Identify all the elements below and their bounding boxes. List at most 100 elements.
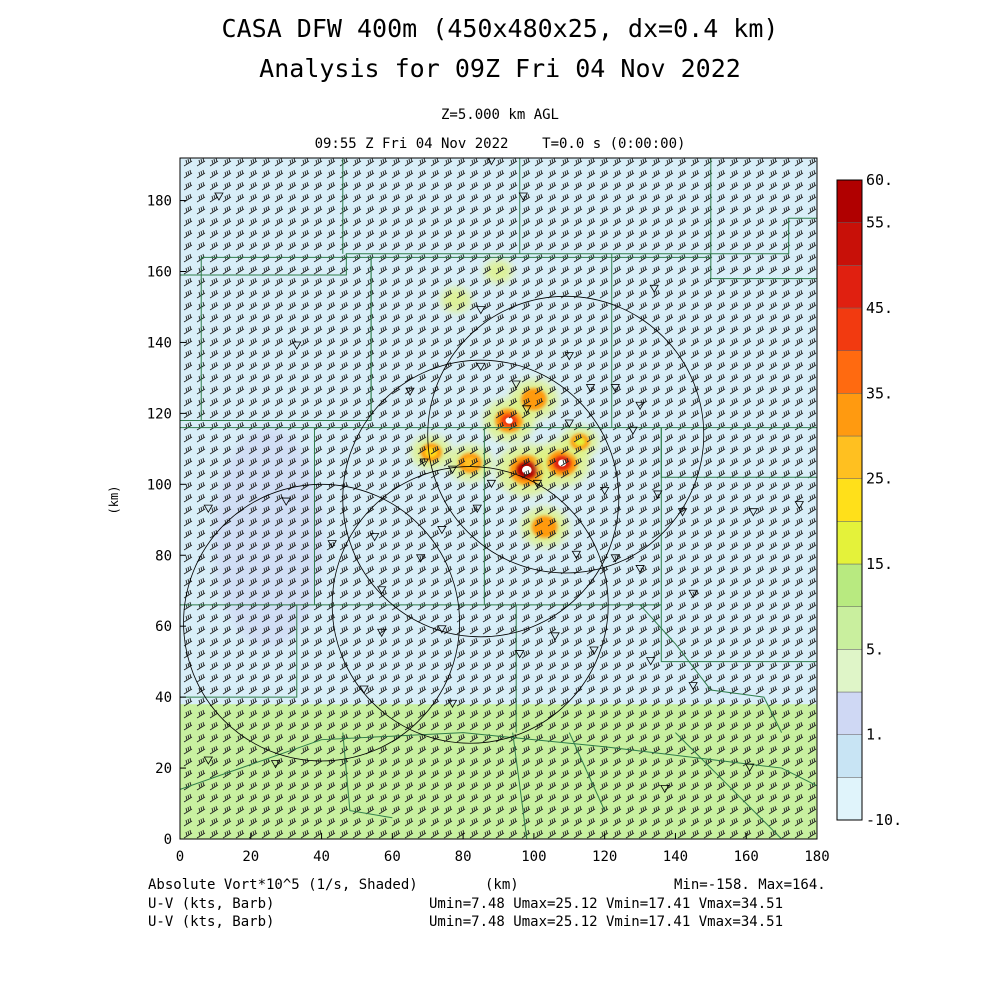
colorbar-label: 45. — [866, 299, 893, 317]
station-marker — [377, 628, 387, 638]
boundary-line — [512, 732, 528, 839]
plot-frame — [179, 157, 818, 840]
station-marker — [437, 526, 447, 535]
station-marker — [610, 554, 620, 563]
y-tick-label: 60 — [155, 619, 172, 635]
radar-ring — [427, 295, 705, 574]
colorbar-swatch — [836, 691, 863, 735]
x-tick-label: 80 — [455, 849, 472, 865]
station-marker — [511, 380, 521, 389]
y-tick-label: 180 — [147, 194, 172, 210]
boundary-line — [675, 732, 782, 839]
station-marker — [292, 341, 302, 350]
colorbar-swatch — [836, 265, 863, 309]
station-marker — [589, 646, 599, 655]
x-tick-label: 160 — [734, 849, 759, 865]
radar-ring — [331, 466, 609, 744]
chart-title: CASA DFW 400m (450x480x25, dx=0.4 km) — [221, 14, 779, 43]
y-tick-label: 100 — [147, 477, 172, 493]
station-marker — [660, 784, 670, 794]
boundary-line — [370, 256, 711, 421]
station-marker — [564, 352, 574, 361]
station-marker — [645, 657, 656, 666]
y-tick-label: 20 — [155, 761, 172, 777]
x-tick-label: 20 — [242, 849, 259, 865]
x-axis-unit: (km) — [485, 877, 519, 893]
boundary-line — [180, 217, 817, 276]
station-marker — [472, 504, 482, 513]
colorbar-label: 60. — [866, 171, 893, 189]
boundary-line — [639, 604, 783, 733]
colorbar-swatch — [836, 222, 863, 266]
station-marker — [486, 479, 497, 489]
station-marker — [518, 192, 528, 201]
station-marker — [419, 458, 429, 467]
wind-barbs — [183, 158, 817, 839]
station-marker — [635, 565, 645, 574]
boundary-line — [710, 158, 817, 280]
station-marker — [610, 384, 620, 393]
colorbar-swatch — [836, 521, 863, 565]
station-marker — [649, 284, 659, 294]
colorbar-swatch — [836, 734, 863, 778]
station-marker — [688, 682, 698, 691]
station-marker — [476, 306, 486, 315]
colorbar-label: 55. — [866, 214, 893, 232]
station-marker — [281, 497, 291, 506]
x-tick-label: 140 — [663, 849, 688, 865]
station-marker — [628, 426, 638, 435]
vector1-label: U-V (kts, Barb) — [148, 896, 275, 912]
colorbar-swatch — [836, 435, 863, 479]
vorticity-maximum — [561, 426, 599, 458]
station-marker — [522, 405, 532, 414]
station-marker — [564, 419, 574, 428]
station-marker — [327, 540, 337, 549]
vector2-stats: Umin=7.48 Umax=25.12 Vmin=17.41 Vmax=34.… — [429, 914, 784, 930]
y-tick-label: 120 — [147, 406, 172, 422]
station-marker — [447, 465, 458, 474]
vorticity-maximum — [520, 506, 569, 547]
station-marker — [748, 508, 758, 517]
colorbar-swatch — [836, 478, 863, 522]
plot-area — [180, 158, 817, 839]
colorbar-swatch — [836, 179, 863, 223]
station-markers — [203, 158, 804, 794]
station-marker — [377, 586, 387, 595]
colorbar-label: 5. — [866, 640, 884, 658]
low-vorticity-patch — [213, 427, 324, 648]
colorbar-label: 1. — [866, 726, 884, 744]
x-tick-label: 40 — [313, 849, 330, 865]
y-axis-label: (km) — [107, 486, 121, 515]
station-marker — [571, 550, 582, 560]
station-marker — [270, 760, 281, 769]
colorbar-swatch — [836, 606, 863, 650]
colorbar-label: -10. — [866, 811, 902, 829]
station-marker — [688, 589, 698, 599]
boundary-line — [568, 732, 606, 811]
colorbar-label: 25. — [866, 470, 893, 488]
colorbar-label: 35. — [866, 384, 893, 402]
radar-ring — [342, 359, 620, 638]
vector1-stats: Umin=7.48 Umax=25.12 Vmin=17.41 Vmax=34.… — [429, 896, 784, 912]
y-tick-label: 80 — [155, 548, 172, 564]
station-marker — [203, 504, 214, 513]
boundary-line — [180, 732, 817, 790]
station-marker — [447, 699, 458, 709]
radar-rings — [183, 295, 705, 762]
colorbar-swatch — [836, 777, 863, 821]
colorbar: -10. 1. 5. 15. 25. 35. 45. 55. 60. — [836, 171, 902, 829]
y-tick-label: 40 — [155, 690, 172, 706]
chart-subtitle: Analysis for 09Z Fri 04 Nov 2022 — [259, 54, 741, 83]
colorbar-swatch — [836, 649, 863, 693]
min-max-label: Min=-158. Max=164. — [674, 877, 826, 893]
colorbar-swatch — [836, 350, 863, 394]
y-tick-label: 0 — [164, 832, 172, 848]
axes: 0 20 40 60 80 100 120 140 160 180 0 20 40 60 80 100 120 1… — [107, 194, 830, 865]
y-tick-label: 160 — [147, 265, 172, 281]
field-label: Absolute Vort*10^5 (1/s, Shaded) — [148, 877, 418, 893]
colorbar-swatch — [836, 563, 863, 607]
station-marker — [359, 685, 369, 694]
valid-time-label: 09:55 Z Fri 04 Nov 2022 T=0.0 s (0:00:00… — [314, 136, 686, 152]
station-marker — [653, 490, 663, 499]
